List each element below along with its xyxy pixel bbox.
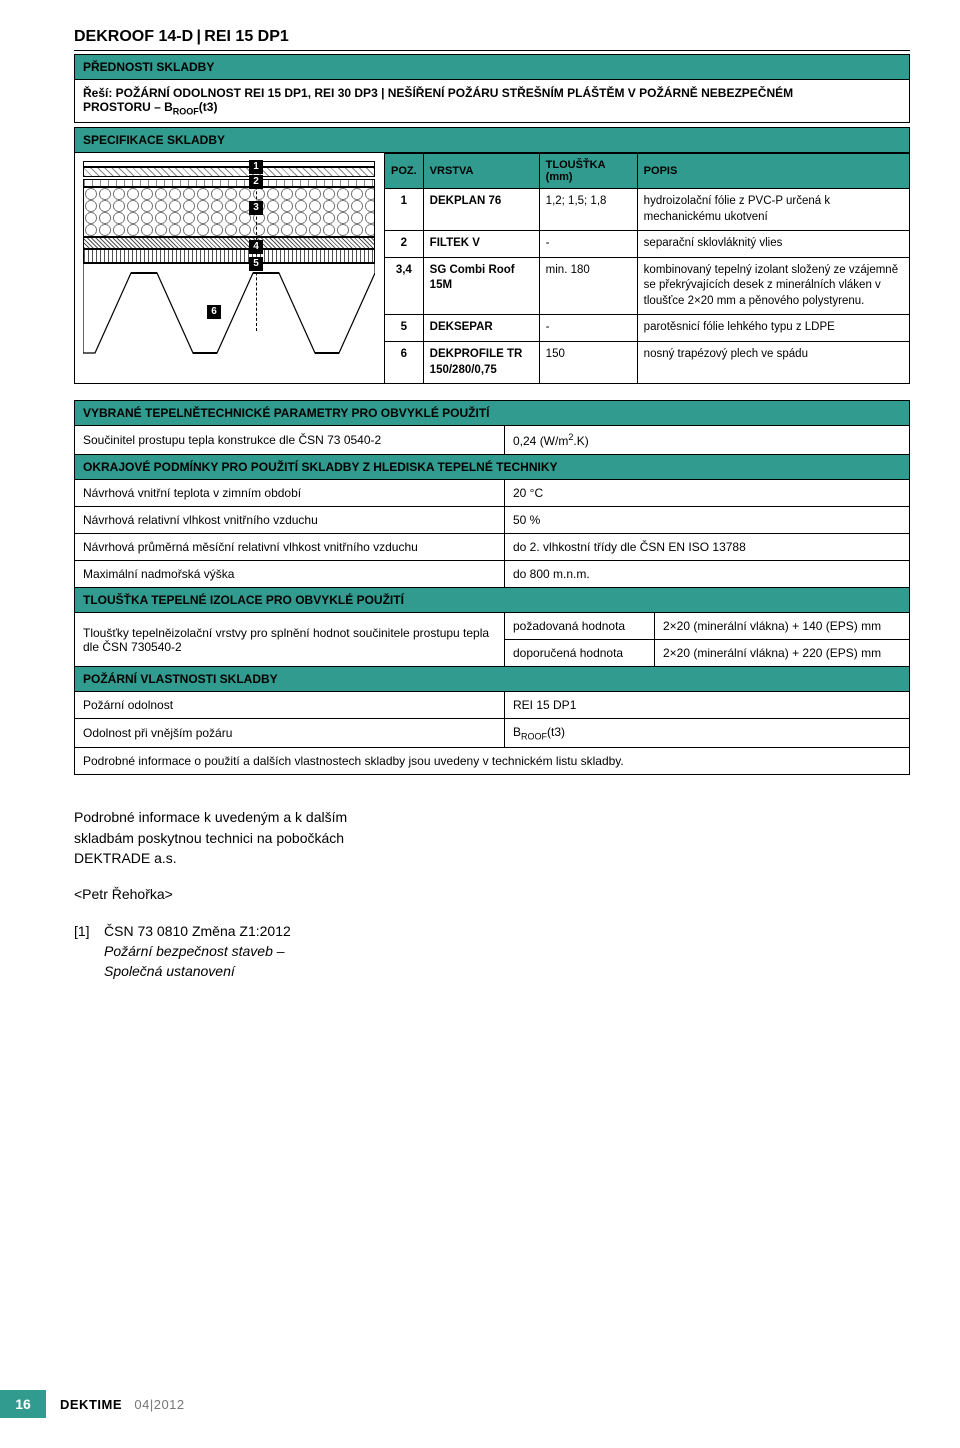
params-row6-subb: doporučená hodnota <box>505 640 655 667</box>
params-row7-label: Požární odolnost <box>75 692 505 719</box>
closing-block: Podrobné informace k uvedeným a k dalším… <box>74 807 910 981</box>
params-table: VYBRANÉ TEPELNĚTECHNICKÉ PARAMETRY PRO O… <box>74 400 910 775</box>
layers-th-popis: POPIS <box>637 154 909 189</box>
diagram-marker-1: 1 <box>249 160 263 174</box>
ref-ital1: Požární bezpečnost staveb – <box>104 941 291 961</box>
params-row1-val: 0,24 (W/m2.K) <box>505 426 910 455</box>
advantages-header: PŘEDNOSTI SKLADBY <box>74 54 910 80</box>
diagram-marker-6: 6 <box>207 305 221 319</box>
params-row6-valb: 2×20 (minerální vlákna) + 220 (EPS) mm <box>655 640 910 667</box>
table-row: 5 DEKSEPAR - parotěsnicí fólie lehkého t… <box>385 315 910 342</box>
params-row3-label: Návrhová relativní vlhkost vnitřního vzd… <box>75 507 505 534</box>
spec-row: 1 2 3 4 5 6 POZ. VRSTVA TLOUŠŤKA (mm) PO… <box>74 153 910 384</box>
params-row2-label: Návrhová vnitřní teplota v zimním období <box>75 480 505 507</box>
diagram-marker-2: 2 <box>249 175 263 189</box>
params-row5-val: do 800 m.n.m. <box>505 561 910 588</box>
diagram-marker-4: 4 <box>249 240 263 254</box>
ref-num: [1] <box>74 921 104 982</box>
table-row: 6 DEKPROFILE TR 150/280/0,75 150 nosný t… <box>385 342 910 384</box>
closing-para: Podrobné informace k uvedeným a k dalším… <box>74 807 374 868</box>
params-row6-vala: 2×20 (minerální vlákna) + 140 (EPS) mm <box>655 613 910 640</box>
table-row: 3,4 SG Combi Roof 15M min. 180 kombinova… <box>385 257 910 315</box>
params-row3-val: 50 % <box>505 507 910 534</box>
reference-block: [1] ČSN 73 0810 Změna Z1:2012 Požární be… <box>74 921 910 982</box>
params-row5-label: Maximální nadmořská výška <box>75 561 505 588</box>
diagram-cell: 1 2 3 4 5 6 <box>74 153 384 384</box>
layers-th-vrstva: VRSTVA <box>423 154 539 189</box>
advantages-line1: Řeší: POŽÁRNÍ ODOLNOST REI 15 DP1, REI 3… <box>83 86 901 100</box>
table-row: 2 FILTEK V - separační sklovláknitý vlie… <box>385 231 910 258</box>
closing-author: <Petr Řehořka> <box>74 884 910 904</box>
params-row4-val: do 2. vlhkostní třídy dle ČSN EN ISO 137… <box>505 534 910 561</box>
params-row1-label: Součinitel prostupu tepla konstrukce dle… <box>75 426 505 455</box>
title-label: REI 15 DP1 <box>204 28 288 45</box>
spec-header: SPECIFIKACE SKLADBY <box>74 127 910 153</box>
layers-table: POZ. VRSTVA TLOUŠŤKA (mm) POPIS 1 DEKPLA… <box>384 153 910 384</box>
ref-ital2: Společná ustanovení <box>104 961 291 981</box>
params-row6-label: Tloušťky tepelněizolační vrstvy pro spln… <box>75 613 505 667</box>
ref-title: ČSN 73 0810 Změna Z1:2012 <box>104 921 291 941</box>
params-row8-val: BROOF(t3) <box>505 719 910 748</box>
diagram-marker-3: 3 <box>249 201 263 215</box>
advantages-line2: PROSTORU – BROOF(t3) <box>83 100 901 116</box>
params-row4-label: Návrhová průměrná měsíční relativní vlhk… <box>75 534 505 561</box>
params-row6-suba: požadovaná hodnota <box>505 613 655 640</box>
params-row2-val: 20 °C <box>505 480 910 507</box>
params-band1: VYBRANÉ TEPELNĚTECHNICKÉ PARAMETRY PRO O… <box>75 401 910 426</box>
page-footer: 16 DEKTIME 04|2012 <box>0 1390 185 1418</box>
params-row7-val: REI 15 DP1 <box>505 692 910 719</box>
trapezoid-icon <box>83 263 375 375</box>
advantages-body: Řeší: POŽÁRNÍ ODOLNOST REI 15 DP1, REI 3… <box>74 80 910 123</box>
title-sep: | <box>196 28 200 45</box>
magazine-label: DEKTIME 04|2012 <box>60 1397 185 1412</box>
table-row: 1 DEKPLAN 76 1,2; 1,5; 1,8 hydroizolační… <box>385 189 910 231</box>
roof-diagram: 1 2 3 4 5 6 <box>79 157 379 375</box>
layers-table-wrap: POZ. VRSTVA TLOUŠŤKA (mm) POPIS 1 DEKPLA… <box>384 153 910 384</box>
params-row8-label: Odolnost při vnějším požáru <box>75 719 505 748</box>
page-title-row: DEKROOF 14-D | REI 15 DP1 <box>74 28 910 51</box>
page-number: 16 <box>0 1390 46 1418</box>
params-band2: OKRAJOVÉ PODMÍNKY PRO POUŽITÍ SKLADBY Z … <box>75 455 910 480</box>
params-band3: TLOUŠŤKA TEPELNÉ IZOLACE PRO OBVYKLÉ POU… <box>75 588 910 613</box>
title-main: DEKROOF 14-D <box>74 28 193 45</box>
diagram-marker-5: 5 <box>249 257 263 271</box>
layers-th-tloustka: TLOUŠŤKA (mm) <box>539 154 637 189</box>
layers-th-poz: POZ. <box>385 154 424 189</box>
params-band4: POŽÁRNÍ VLASTNOSTI SKLADBY <box>75 667 910 692</box>
params-footnote: Podrobné informace o použití a dalších v… <box>75 748 910 775</box>
